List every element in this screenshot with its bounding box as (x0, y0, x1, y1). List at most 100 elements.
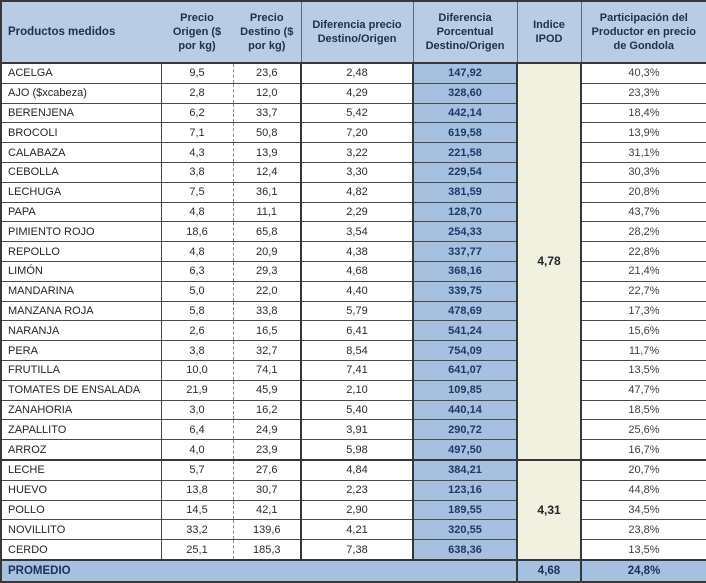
value-cell: 74,1 (232, 360, 301, 381)
value-cell: 229,54 (412, 162, 518, 183)
ipod-value-cell: 4,31 (516, 458, 582, 561)
product-cell: CEBOLLA (1, 162, 161, 183)
value-cell: 2,48 (300, 63, 413, 84)
participacion-cell: 44,8% (581, 480, 706, 501)
participacion-cell: 21,4% (581, 261, 706, 282)
table-footer: PROMEDIO 4,68 24,8% (1, 558, 706, 583)
value-cell: 5,0 (160, 281, 233, 302)
value-cell: 16,2 (232, 400, 301, 421)
value-cell: 6,4 (160, 419, 233, 441)
value-cell: 3,54 (300, 221, 413, 243)
table-row: ARROZ 4,0 23,9 5,98 497,50 16,7% (1, 439, 706, 461)
table-row: CEBOLLA 3,8 12,4 3,30 229,54 30,3% (1, 162, 706, 183)
value-cell: 23,6 (232, 63, 301, 84)
value-cell: 5,98 (300, 439, 413, 461)
value-cell: 4,29 (300, 83, 413, 104)
product-cell: PAPA (1, 202, 161, 223)
table-row: MANDARINA 5,0 22,0 4,40 339,75 22,7% (1, 281, 706, 302)
value-cell: 4,21 (300, 519, 413, 541)
product-cell: FRUTILLA (1, 360, 161, 381)
value-cell: 2,23 (300, 480, 413, 501)
value-cell: 147,92 (412, 63, 518, 84)
value-cell: 24,9 (232, 419, 301, 441)
table-row: PIMIENTO ROJO 18,6 65,8 3,54 254,33 28,2% (1, 221, 706, 243)
participacion-cell: 28,2% (581, 221, 706, 243)
product-cell: LIMÓN (1, 261, 161, 282)
value-cell: 328,60 (412, 83, 518, 104)
value-cell: 4,38 (300, 241, 413, 262)
col-header-precio-destino: Precio Destino ($ por kg) (233, 1, 301, 64)
table-row: LIMÓN 6,3 29,3 4,68 368,16 21,4% (1, 261, 706, 282)
product-cell: AJO ($xcabeza) (1, 83, 161, 104)
product-cell: MANDARINA (1, 281, 161, 302)
participacion-cell: 17,3% (581, 301, 706, 322)
value-cell: 442,14 (412, 103, 518, 124)
value-cell: 27,6 (232, 458, 301, 481)
table-header: Productos medidos Precio Origen ($ por k… (1, 1, 706, 64)
product-cell: LECHUGA (1, 182, 161, 203)
value-cell: 36,1 (232, 182, 301, 203)
product-cell: ACELGA (1, 63, 161, 84)
table-row: PAPA 4,8 11,1 2,29 128,70 43,7% (1, 202, 706, 223)
participacion-cell: 22,7% (581, 281, 706, 302)
value-cell: 497,50 (412, 439, 518, 461)
value-cell: 641,07 (412, 360, 518, 381)
table-row: ZAPALLITO 6,4 24,9 3,91 290,72 25,6% (1, 419, 706, 441)
value-cell: 5,8 (160, 301, 233, 322)
value-cell: 42,1 (232, 500, 301, 521)
value-cell: 7,5 (160, 182, 233, 203)
value-cell: 9,5 (160, 63, 233, 84)
table-row: ZANAHORIA 3,0 16,2 5,40 440,14 18,5% (1, 400, 706, 421)
value-cell: 4,3 (160, 142, 233, 163)
value-cell: 7,38 (300, 539, 413, 561)
col-header-indice-ipod: Indice IPOD (516, 1, 581, 64)
value-cell: 3,0 (160, 400, 233, 421)
value-cell: 10,0 (160, 360, 233, 381)
participacion-cell: 47,7% (581, 380, 706, 401)
participacion-cell: 25,6% (581, 419, 706, 441)
value-cell: 4,0 (160, 439, 233, 461)
product-cell: REPOLLO (1, 241, 161, 262)
value-cell: 6,41 (300, 320, 413, 342)
product-cell: POLLO (1, 500, 161, 521)
value-cell: 4,8 (160, 241, 233, 262)
value-cell: 13,9 (232, 142, 301, 163)
value-cell: 5,7 (160, 458, 233, 481)
table-row: LECHE 5,7 27,6 4,84 384,21 4,31 20,7% (1, 458, 706, 561)
value-cell: 5,40 (300, 400, 413, 421)
participacion-cell: 40,3% (581, 63, 706, 84)
participacion-cell: 11,7% (581, 340, 706, 361)
value-cell: 4,40 (300, 281, 413, 302)
product-cell: PIMIENTO ROJO (1, 221, 161, 243)
value-cell: 2,29 (300, 202, 413, 223)
value-cell: 290,72 (412, 419, 518, 441)
value-cell: 3,30 (300, 162, 413, 183)
value-cell: 7,20 (300, 122, 413, 144)
table-row: CALABAZA 4,3 13,9 3,22 221,58 31,1% (1, 142, 706, 163)
table-row: POLLO 14,5 42,1 2,90 189,55 34,5% (1, 500, 706, 521)
value-cell: 45,9 (232, 380, 301, 401)
value-cell: 11,1 (232, 202, 301, 223)
value-cell: 337,77 (412, 241, 518, 262)
value-cell: 13,8 (160, 480, 233, 501)
participacion-cell: 34,5% (581, 500, 706, 521)
value-cell: 21,9 (160, 380, 233, 401)
value-cell: 368,16 (412, 261, 518, 282)
table-row: NOVILLITO 33,2 139,6 4,21 320,55 23,8% (1, 519, 706, 541)
value-cell: 541,24 (412, 320, 518, 342)
product-cell: TOMATES DE ENSALADA (1, 380, 161, 401)
value-cell: 478,69 (412, 301, 518, 322)
col-header-participacion: Participación del Productor en precio de… (580, 1, 706, 64)
value-cell: 3,8 (160, 340, 233, 361)
value-cell: 384,21 (412, 458, 518, 481)
participacion-cell: 31,1% (581, 142, 706, 163)
table-row: ACELGA 9,5 23,6 2,48 147,92 4,78 40,3% (1, 63, 706, 461)
promedio-participacion-value: 24,8% (580, 558, 706, 583)
value-cell: 12,0 (232, 83, 301, 104)
value-cell: 320,55 (412, 519, 518, 541)
value-cell: 20,9 (232, 241, 301, 262)
value-cell: 5,79 (300, 301, 413, 322)
value-cell: 109,85 (412, 380, 518, 401)
value-cell: 5,42 (300, 103, 413, 124)
